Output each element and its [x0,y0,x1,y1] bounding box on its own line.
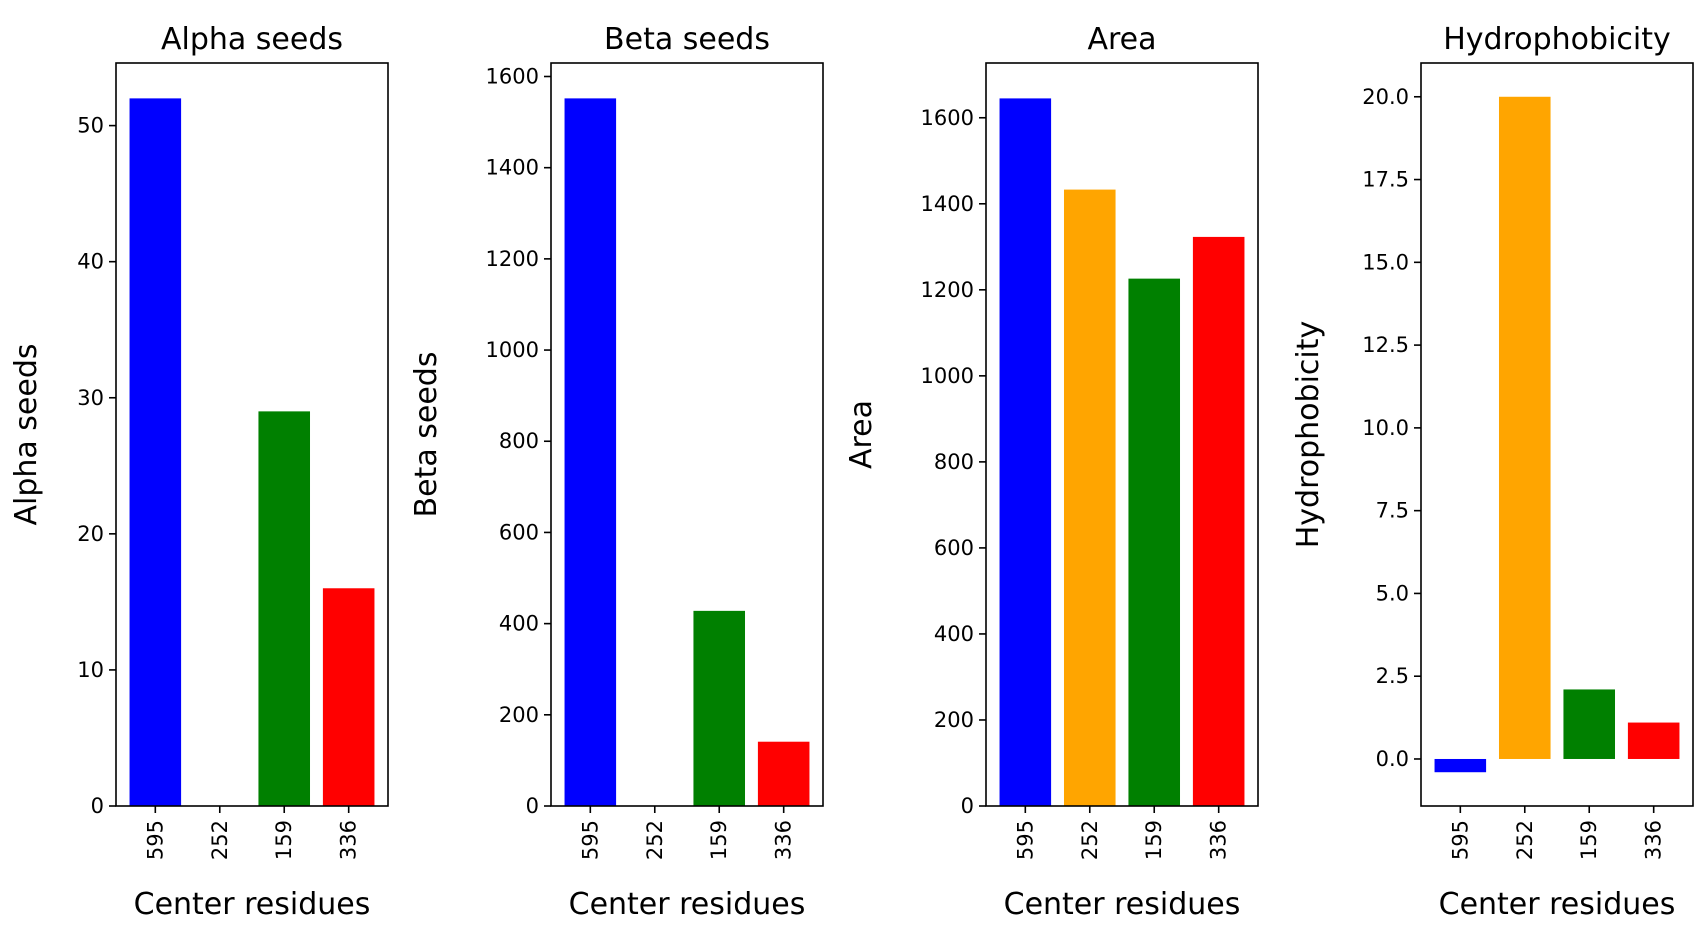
y-tick-label: 0 [91,794,104,818]
y-tick-label: 1600 [921,106,974,130]
y-tick-label: 0 [961,794,974,818]
y-tick-label: 17.5 [1362,168,1409,192]
x-axis-label: Center residues [134,887,371,922]
y-tick-label: 10.0 [1362,416,1409,440]
bar-595 [129,98,182,806]
chart-title: Alpha seeds [161,22,343,57]
y-tick-label: 800 [499,429,539,453]
bar-159 [258,411,311,806]
x-tick-label: 595 [1013,820,1037,860]
y-tick-label: 600 [499,520,539,544]
chart-panel-4: 0.0 2.5 5.0 7.5 10.0 12.5 15.0 17.5 20.0 595 252 15… [1291,22,1694,922]
y-axis-label: Beta seeds [409,352,444,518]
chart-panel-1: 0 10 20 30 40 50 595 252 159 336 Alpha seeds Center… [9,22,389,922]
x-tick-label: 595 [1448,820,1472,860]
y-tick-label: 50 [77,114,104,138]
x-tick-label: 595 [578,820,602,860]
y-tick-label: 0.0 [1376,747,1409,771]
chart-panel-2: 0 200 400 600 800 1000 1200 1400 1600 595 252 159 33… [409,22,824,922]
y-tick-label: 1000 [486,338,539,362]
y-tick-label: 1000 [921,364,974,388]
y-tick-label: 1600 [486,64,539,88]
bar-336 [1192,236,1245,806]
x-tick-label: 252 [1513,820,1537,860]
bar-159 [1128,278,1181,806]
x-tick-label: 252 [208,820,232,860]
chart-title: Beta seeds [604,22,770,57]
bar-252 [1063,189,1116,807]
axes-frame [115,62,389,807]
x-tick-label: 159 [1577,820,1601,860]
y-axis-label: Area [844,400,879,469]
x-axis-label: Center residues [1439,887,1676,922]
y-tick-label: 15.0 [1362,250,1409,274]
y-tick-label: 1400 [921,192,974,216]
y-tick-label: 1200 [921,278,974,302]
x-tick-label: 252 [1078,820,1102,860]
x-tick-label: 159 [707,820,731,860]
y-tick-label: 40 [77,250,104,274]
chart-title: Area [1087,22,1156,57]
bar-336 [1627,722,1680,759]
x-tick-label: 336 [772,820,796,860]
y-tick-label: 200 [934,708,974,732]
x-tick-label: 595 [143,820,167,860]
bar-595 [564,98,617,806]
y-tick-label: 30 [77,386,104,410]
y-tick-label: 400 [499,612,539,636]
y-tick-label: 1200 [486,247,539,271]
y-tick-label: 0 [526,794,539,818]
y-axis-label: Hydrophobicity [1291,321,1326,549]
axes-frame [985,62,1259,807]
y-tick-label: 12.5 [1362,333,1409,357]
bar-159 [1563,689,1616,759]
x-tick-label: 159 [1142,820,1166,860]
bar-595 [1434,758,1487,773]
y-tick-label: 800 [934,450,974,474]
chart-panel-3: 0 200 400 600 800 1000 1200 1400 1600 595 252 159 33… [844,22,1259,922]
x-axis-label: Center residues [569,887,806,922]
y-tick-label: 10 [77,658,104,682]
axes-frame [550,62,824,807]
y-tick-label: 5.0 [1376,581,1409,605]
y-tick-label: 1400 [486,156,539,180]
x-tick-label: 336 [1642,820,1666,860]
x-tick-label: 336 [1207,820,1231,860]
y-tick-label: 20.0 [1362,85,1409,109]
x-axis-label: Center residues [1004,887,1241,922]
y-tick-label: 7.5 [1376,499,1409,523]
bar-595 [999,98,1052,806]
axes-frame [1420,62,1694,807]
bar-159 [693,610,746,806]
chart-title: Hydrophobicity [1443,22,1671,57]
y-tick-label: 400 [934,622,974,646]
y-tick-label: 200 [499,703,539,727]
bar-336 [757,741,810,806]
y-tick-label: 600 [934,536,974,560]
bar-252 [1498,96,1551,759]
x-tick-label: 336 [337,820,361,860]
bar-336 [322,588,375,806]
x-tick-label: 252 [643,820,667,860]
y-axis-label: Alpha seeds [9,343,44,525]
x-tick-label: 159 [272,820,296,860]
y-tick-label: 2.5 [1376,664,1409,688]
y-tick-label: 20 [77,522,104,546]
